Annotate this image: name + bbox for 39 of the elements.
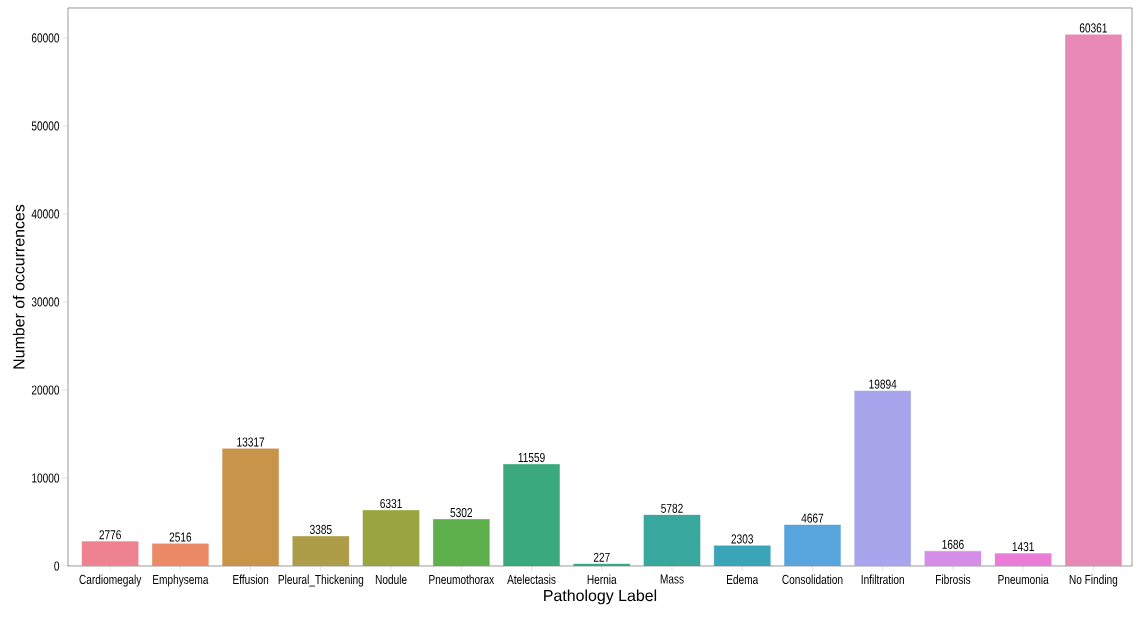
x-tick-label: Atelectasis — [507, 574, 556, 585]
x-tick-label: No Finding — [1069, 574, 1118, 587]
x-tick-label: Pleural_Thickening — [278, 574, 364, 587]
y-tick-label: 20000 — [31, 385, 60, 395]
data-label: 5782 — [661, 503, 683, 513]
y-tick-label: 60000 — [31, 33, 60, 43]
data-label: 19894 — [869, 379, 897, 389]
data-label: 2776 — [99, 530, 121, 540]
data-label: 3385 — [309, 524, 332, 535]
x-tick-label: Effusion — [233, 574, 269, 585]
x-axis-title: Pathology Label — [544, 589, 657, 605]
x-tick-label: Consolidation — [782, 574, 843, 585]
data-label: 6331 — [380, 498, 402, 509]
data-label: 5302 — [450, 507, 473, 518]
x-tick-label: Edema — [727, 574, 759, 585]
x-tick-label: Fibrosis — [936, 574, 971, 585]
x-tick-label: Hernia — [587, 574, 617, 585]
data-label: 4667 — [801, 513, 824, 523]
x-tick-label: Nodule — [375, 574, 407, 585]
y-tick-label: 10000 — [32, 473, 60, 483]
x-tick-label: Pneumothorax — [429, 574, 495, 585]
y-tick-label: 40000 — [31, 209, 60, 219]
data-label: 2303 — [731, 534, 754, 544]
data-label: 60361 — [1079, 23, 1107, 33]
data-label: 1431 — [1012, 542, 1034, 552]
x-tick-label: Cardiomegaly — [79, 574, 142, 587]
y-axis-title: Number of occurrences — [12, 204, 25, 369]
data-label: 11559 — [518, 452, 545, 463]
x-tick-label: Emphysema — [153, 574, 209, 587]
y-tick-label: 0 — [54, 561, 60, 571]
y-tick-label: 50000 — [31, 121, 60, 131]
x-tick-label: Pneumonia — [998, 574, 1049, 585]
x-tick-label: Infiltration — [861, 574, 904, 585]
data-label: 1686 — [942, 539, 964, 549]
data-label: 2516 — [169, 532, 192, 542]
y-tick-label: 30000 — [31, 297, 60, 307]
data-label: 227 — [593, 552, 610, 562]
x-tick-label: Mass — [660, 574, 684, 584]
data-label: 13317 — [237, 437, 265, 447]
